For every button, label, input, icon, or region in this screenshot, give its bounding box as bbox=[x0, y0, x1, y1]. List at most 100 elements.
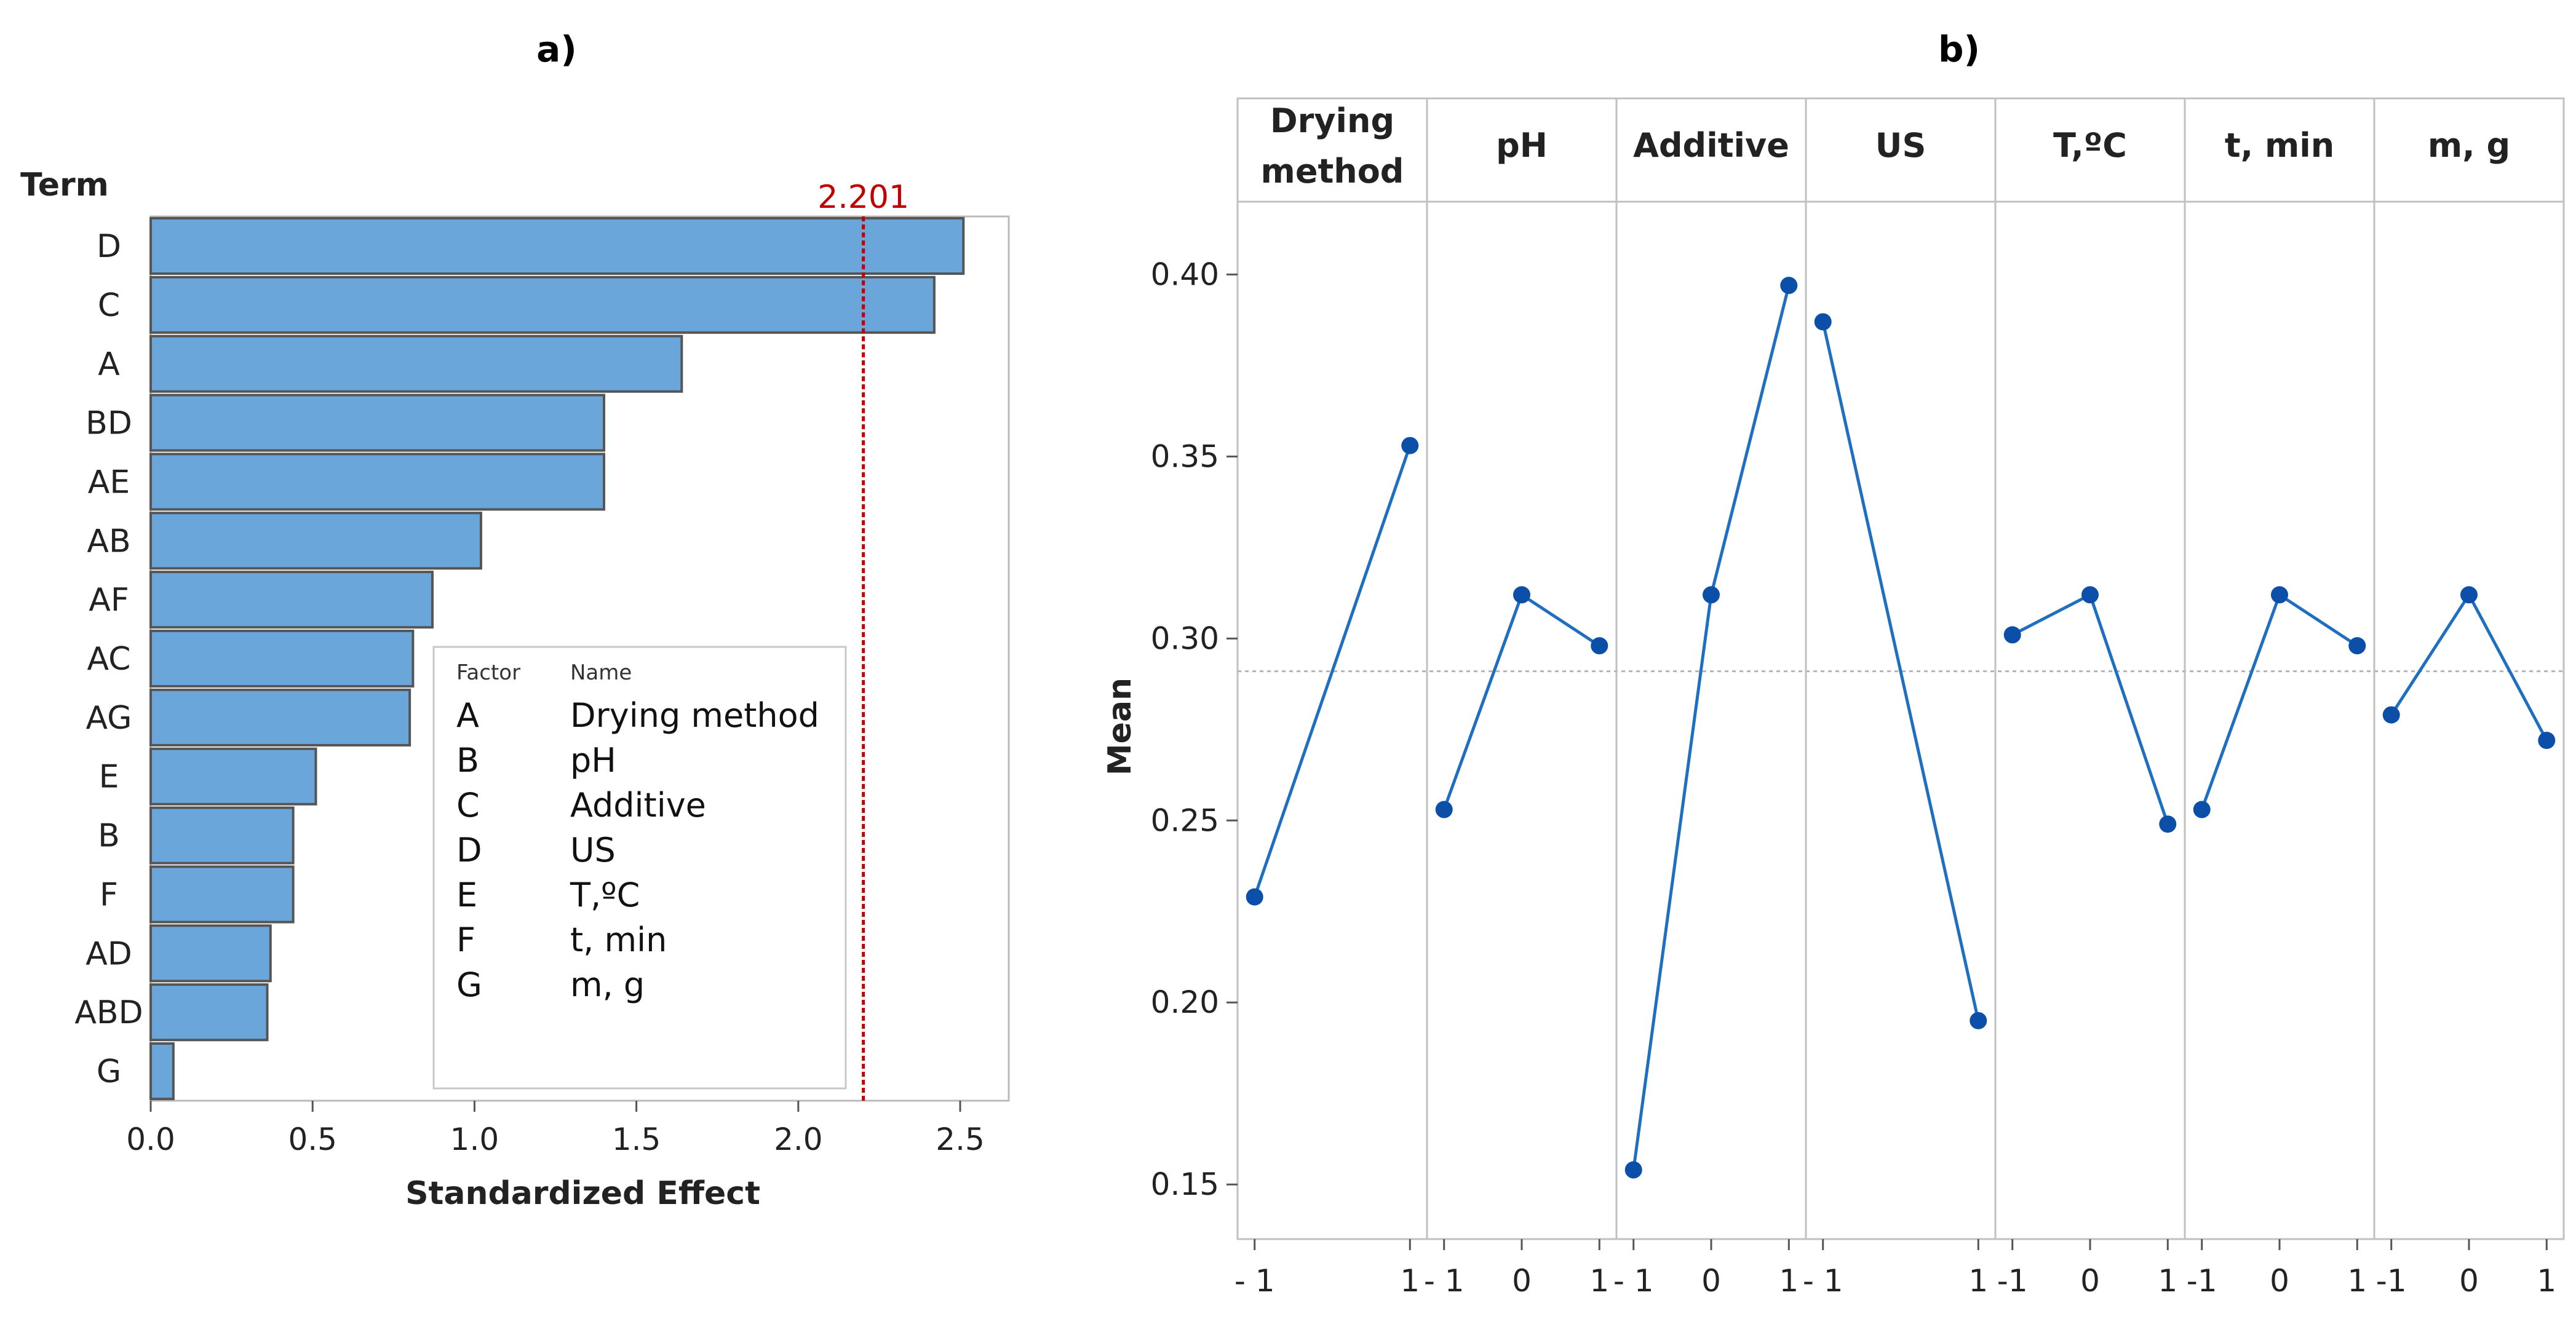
x-tick-label: 1 bbox=[1400, 1263, 1420, 1299]
y-tick-label: 0.25 bbox=[1151, 802, 1219, 838]
y-tick-label: 0.30 bbox=[1151, 620, 1219, 656]
legend-name: T,ºC bbox=[570, 876, 640, 914]
bar bbox=[149, 924, 272, 983]
bar bbox=[149, 216, 965, 275]
bar bbox=[149, 629, 415, 688]
category-label: AB bbox=[87, 523, 130, 560]
x-tick-label: 0.0 bbox=[126, 1122, 175, 1157]
reference-line-label: 2.201 bbox=[817, 179, 909, 216]
effect-point bbox=[1246, 888, 1263, 906]
facet: t, min -1 0 1 bbox=[2184, 98, 2367, 1299]
legend-factor: C bbox=[456, 786, 480, 825]
effect-point bbox=[1780, 277, 1798, 295]
category-label: B bbox=[98, 818, 120, 855]
facet-label: pH bbox=[1496, 126, 1548, 165]
bar bbox=[149, 571, 434, 629]
x-tick-label: 0 bbox=[1512, 1263, 1532, 1299]
main-effects-chart: 0.15 0.20 0.25 0.30 0.35 0.40 Mean Drying method… bbox=[1102, 97, 2565, 1299]
facet: pH - 1 0 1 bbox=[1424, 98, 1609, 1299]
legend-name: US bbox=[570, 831, 616, 869]
effect-point bbox=[1435, 801, 1453, 818]
effect-point bbox=[2348, 637, 2366, 655]
facet: US - 1 1 bbox=[1803, 98, 1988, 1299]
facet-label: Drying bbox=[1270, 101, 1394, 140]
x-tick-label: 2.5 bbox=[936, 1122, 985, 1157]
effect-line bbox=[1253, 445, 1412, 898]
category-label: C bbox=[98, 287, 120, 324]
effect-point bbox=[2003, 626, 2021, 644]
effect-point bbox=[1970, 1012, 1987, 1029]
legend-factor: A bbox=[456, 696, 479, 735]
category-label: E bbox=[99, 759, 119, 796]
effect-point bbox=[2271, 586, 2288, 604]
bar bbox=[149, 1042, 175, 1101]
category-label: D bbox=[97, 228, 121, 265]
legend-factor: G bbox=[456, 965, 482, 1004]
legend-name: t, min bbox=[570, 921, 667, 959]
x-tick-label: 0 bbox=[2270, 1263, 2289, 1299]
x-tick-label: -1 bbox=[2187, 1263, 2217, 1299]
bar bbox=[149, 983, 269, 1042]
x-tick-label: 0.5 bbox=[288, 1122, 337, 1157]
effect-point bbox=[1591, 637, 1608, 655]
legend-box bbox=[432, 646, 847, 1090]
legend-factor: F bbox=[456, 921, 475, 959]
category-label: ABD bbox=[74, 994, 143, 1031]
category-label: AF bbox=[89, 582, 129, 619]
legend-factor: D bbox=[456, 831, 482, 869]
x-tick-label: 0 bbox=[2459, 1263, 2479, 1299]
x-tick-label: 0 bbox=[2080, 1263, 2100, 1299]
legend-factor: E bbox=[456, 876, 477, 914]
category-label: A bbox=[98, 346, 120, 383]
bar bbox=[149, 747, 317, 806]
bar bbox=[149, 688, 411, 747]
facet: Drying method - 1 1 bbox=[1234, 101, 1420, 1299]
bar bbox=[149, 335, 683, 393]
facet-label: t, min bbox=[2225, 126, 2334, 165]
facet-label: m, g bbox=[2428, 126, 2510, 165]
x-tick-label: 1.5 bbox=[612, 1122, 661, 1157]
x-tick-label: 1 bbox=[2537, 1263, 2556, 1299]
y-tick-label: 0.40 bbox=[1151, 256, 1219, 292]
x-tick-label: - 1 bbox=[1234, 1263, 1275, 1299]
effect-point bbox=[2538, 732, 2556, 750]
y-axis-title: Term bbox=[20, 167, 109, 204]
category-label: BD bbox=[85, 405, 132, 442]
bar bbox=[149, 806, 295, 865]
x-tick-label: 2.0 bbox=[774, 1122, 823, 1157]
panel-a-label: a) bbox=[536, 28, 577, 70]
bar bbox=[149, 394, 605, 452]
effect-point bbox=[1624, 1161, 1642, 1179]
effect-point bbox=[1401, 437, 1419, 454]
bar bbox=[149, 453, 605, 511]
x-tick-label: 1 bbox=[2158, 1263, 2177, 1299]
facet: T,ºC -1 0 1 bbox=[1994, 98, 2177, 1299]
factor-legend: Factor Name A Drying method B pH C Additive D US E… bbox=[432, 646, 847, 1090]
category-label: AC bbox=[87, 641, 131, 678]
facet: m, g -1 0 1 bbox=[2373, 98, 2556, 1299]
y-axis-title: Mean bbox=[1102, 678, 1139, 775]
facet-label: US bbox=[1875, 126, 1926, 165]
facet: Additive - 1 0 1 bbox=[1613, 98, 1799, 1299]
x-tick-label: -1 bbox=[2376, 1263, 2407, 1299]
bar bbox=[149, 865, 295, 924]
effect-point bbox=[1513, 586, 1530, 604]
bar bbox=[149, 275, 936, 334]
x-tick-label: 1 bbox=[1968, 1263, 1988, 1299]
x-tick-label: 0 bbox=[1701, 1263, 1721, 1299]
facet-label: method bbox=[1261, 152, 1404, 191]
effect-line bbox=[1821, 321, 1980, 1021]
category-label: AG bbox=[86, 700, 132, 737]
effect-point bbox=[1703, 586, 1720, 604]
effect-point bbox=[2081, 586, 2099, 604]
legend-header-name: Name bbox=[570, 660, 632, 685]
effect-point bbox=[2159, 815, 2177, 833]
category-label: F bbox=[100, 876, 118, 913]
x-tick-label: 1 bbox=[2347, 1263, 2367, 1299]
panel-b-label: b) bbox=[1938, 28, 1980, 70]
effect-point bbox=[1814, 313, 1832, 331]
y-tick-label: 0.15 bbox=[1151, 1167, 1219, 1202]
facet-label: Additive bbox=[1633, 126, 1789, 165]
